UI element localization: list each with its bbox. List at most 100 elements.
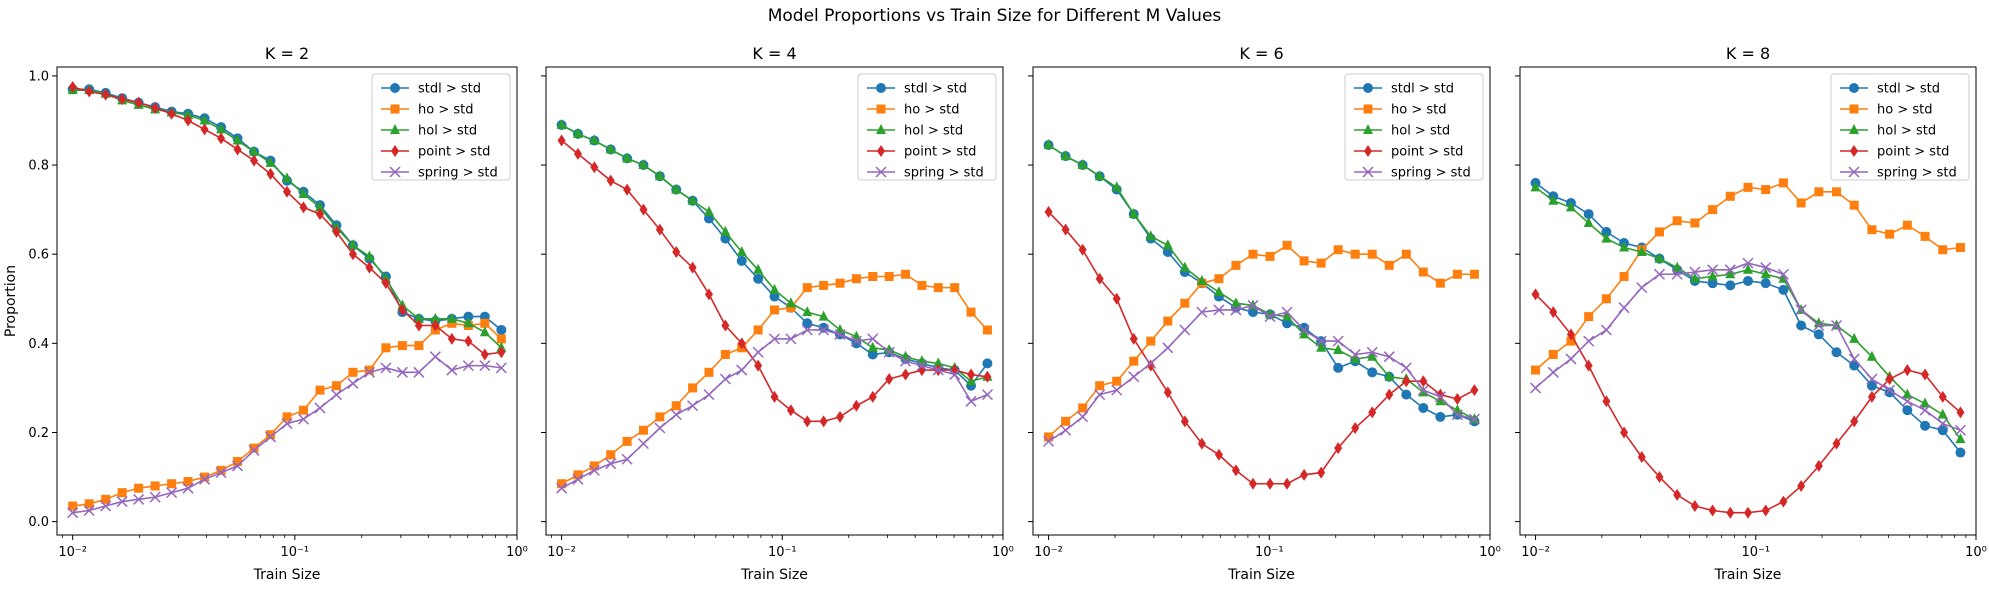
data-point xyxy=(1601,226,1612,237)
data-point xyxy=(464,335,473,348)
data-point xyxy=(348,367,358,377)
data-point xyxy=(1231,464,1240,477)
data-point xyxy=(672,245,681,258)
data-point xyxy=(638,425,648,435)
series-line xyxy=(1048,144,1475,420)
data-point xyxy=(1367,249,1377,259)
data-point xyxy=(398,303,407,316)
legend: stdl > std ho > std hol > std point > std sp… xyxy=(857,73,997,181)
x-tick-label: 10⁻¹ xyxy=(1741,545,1770,560)
data-point xyxy=(802,306,813,317)
data-point xyxy=(1384,260,1394,270)
data-point xyxy=(1145,357,1157,369)
data-point xyxy=(299,201,308,214)
data-point xyxy=(1213,286,1224,297)
legend-item: ho > std xyxy=(1354,103,1446,118)
data-point xyxy=(1866,380,1877,391)
data-point xyxy=(638,159,649,170)
legend-marker xyxy=(1363,104,1373,114)
data-point xyxy=(199,114,210,125)
panel-title: K = 6 xyxy=(1239,44,1283,63)
data-point xyxy=(1760,278,1771,289)
data-point xyxy=(1653,268,1666,280)
data-point xyxy=(183,477,193,487)
legend-label: stdl > std xyxy=(904,82,967,97)
data-point xyxy=(1317,466,1326,479)
data-point xyxy=(1761,504,1770,517)
data-point xyxy=(1332,335,1344,347)
data-point xyxy=(1954,424,1966,436)
data-point xyxy=(1884,387,1895,398)
data-point xyxy=(1095,381,1105,391)
data-point xyxy=(1601,294,1611,304)
data-point xyxy=(1163,316,1173,326)
legend-item: stdl > std xyxy=(1840,82,1940,97)
axes-frame xyxy=(1032,66,1491,536)
data-point xyxy=(1230,297,1241,308)
data-point xyxy=(381,277,390,290)
data-point xyxy=(1333,344,1344,355)
data-point xyxy=(899,355,912,367)
data-point xyxy=(1044,205,1053,218)
data-point xyxy=(655,223,664,236)
legend-marker xyxy=(389,166,401,178)
data-point xyxy=(167,107,176,120)
data-point xyxy=(1672,216,1682,226)
x-tick-label: 10⁻² xyxy=(58,545,87,560)
data-point xyxy=(116,496,128,508)
data-point xyxy=(1349,348,1361,361)
legend-label: ho > std xyxy=(1877,103,1932,118)
data-point xyxy=(1724,264,1736,276)
data-point xyxy=(1602,395,1611,408)
data-point xyxy=(737,337,746,350)
legend-box xyxy=(857,73,997,181)
data-point xyxy=(588,464,600,476)
data-point xyxy=(770,305,779,315)
legend-label: ho > std xyxy=(1391,103,1446,118)
data-point xyxy=(1707,278,1718,289)
data-point xyxy=(1299,256,1309,266)
data-point xyxy=(557,479,567,489)
legend-marker xyxy=(875,166,887,178)
legend-label: spring > std xyxy=(1877,166,1957,181)
legend-item: spring > std xyxy=(1354,166,1471,181)
data-point xyxy=(835,278,845,288)
legend-label: ho > std xyxy=(904,103,959,118)
data-point xyxy=(1402,375,1411,388)
legend-label: stdl > std xyxy=(418,82,481,97)
data-point xyxy=(768,333,781,345)
data-point xyxy=(151,102,160,115)
data-point xyxy=(1884,384,1896,396)
data-point xyxy=(1298,324,1310,336)
data-point xyxy=(1938,390,1947,403)
data-point xyxy=(1600,324,1612,336)
data-point xyxy=(200,472,210,482)
data-point xyxy=(981,389,993,401)
legend: stdl > std ho > std hol > std point > std sp… xyxy=(1344,73,1484,181)
data-point xyxy=(818,324,830,336)
data-point xyxy=(605,143,616,154)
data-point xyxy=(654,422,666,434)
data-point xyxy=(1902,220,1912,230)
legend-marker xyxy=(876,124,886,134)
data-point xyxy=(1315,335,1327,347)
x-tick-label: 10⁻¹ xyxy=(281,545,310,560)
data-point xyxy=(1044,432,1054,442)
data-point xyxy=(852,399,861,412)
data-point xyxy=(1400,362,1412,374)
legend-label: spring > std xyxy=(904,166,984,181)
data-point xyxy=(397,341,407,351)
legend-box xyxy=(1830,73,1970,181)
legend-marker xyxy=(876,83,886,93)
data-point xyxy=(1760,268,1771,279)
data-point xyxy=(770,390,779,403)
data-point xyxy=(1418,267,1428,277)
data-point xyxy=(314,201,325,212)
data-point xyxy=(1955,433,1966,444)
data-point xyxy=(1743,275,1753,286)
data-point xyxy=(1383,351,1395,363)
data-point xyxy=(233,143,242,156)
data-point xyxy=(1566,328,1575,341)
data-point xyxy=(134,96,143,109)
data-point xyxy=(1583,335,1595,347)
